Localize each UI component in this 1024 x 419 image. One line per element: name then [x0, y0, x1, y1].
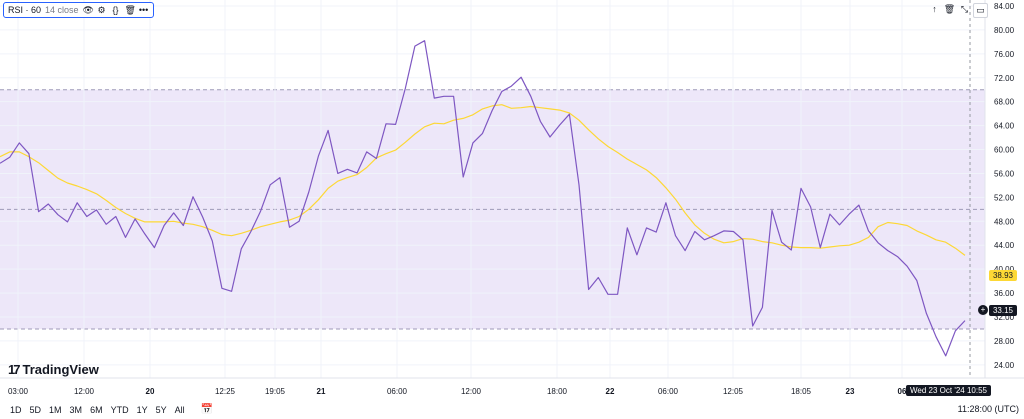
indicator-legend[interactable]: RSI · 60 14 close 👁 ⚙ {} 🗑 ••• [3, 2, 154, 18]
maximize-icon[interactable]: ▭ [973, 3, 988, 18]
calendar-icon[interactable]: 📅 [200, 404, 214, 415]
range-button-1y[interactable]: 1Y [136, 404, 148, 415]
rsi-line [0, 40, 966, 357]
range-button-5y[interactable]: 5Y [155, 404, 167, 415]
y-tick-label: 52.00 [994, 193, 1015, 202]
settings-icon[interactable]: ⚙ [97, 4, 106, 15]
trash-icon[interactable]: 🗑 [124, 4, 136, 15]
add-alert-icon[interactable]: + [978, 305, 988, 316]
x-tick-label: 22 [606, 387, 615, 396]
x-tick-label: 06:00 [658, 387, 679, 396]
y-tick-label: 40.00 [994, 265, 1015, 274]
y-tick-label: 48.00 [994, 217, 1015, 226]
y-tick-label: 32.00 [994, 313, 1015, 322]
legend-title: RSI · 60 [8, 5, 42, 15]
x-tick-label: 12:25 [215, 387, 236, 396]
x-tick-label: 12:00 [74, 387, 95, 396]
x-tick-label: 12:05 [723, 387, 744, 396]
bottom-toolbar: 1D 5D 1M 3M 6M YTD 1Y 5Y All 📅 11:28:00 (UTC) [0, 400, 1024, 419]
range-button-1m[interactable]: 1M [49, 404, 62, 415]
range-button-ytd[interactable]: YTD [110, 404, 129, 415]
range-button-6m[interactable]: 6M [90, 404, 103, 415]
utc-clock[interactable]: 11:28:00 (UTC) [957, 404, 1019, 414]
ma-value-badge: 38.93 [989, 270, 1017, 282]
y-tick-label: 36.00 [994, 289, 1015, 298]
y-tick-label: 68.00 [994, 98, 1015, 107]
eye-icon[interactable]: 👁 [82, 4, 94, 15]
y-tick-label: 80.00 [994, 26, 1015, 35]
x-tick-label: 06:00 [387, 387, 408, 396]
y-tick-label: 64.00 [994, 122, 1015, 131]
collapse-icon[interactable]: ⤡ [960, 4, 969, 14]
range-button-5d[interactable]: 5D [29, 404, 42, 415]
pane-controls: ↑ 🗑 ⤡ ▭ [928, 3, 988, 18]
x-axis: 03:00 12:00 20 12:25 19:05 21 06:00 12:00 18:00 2… [0, 377, 1024, 396]
y-tick-label: 28.00 [994, 337, 1015, 346]
x-tick-label: 06 [898, 387, 907, 396]
tradingview-logo: 17 TradingView [8, 362, 99, 377]
tradingview-logo-icon: 17 [8, 362, 21, 377]
grid-layer [0, 0, 985, 378]
braces-icon[interactable]: {} [112, 5, 119, 15]
y-tick-label: 24.00 [994, 361, 1015, 370]
rsi-band-layer [0, 89, 985, 330]
move-up-icon[interactable]: ↑ [932, 4, 937, 14]
crosshair-time-badge: Wed 23 Oct '24 10:55 [906, 385, 991, 396]
more-icon[interactable]: ••• [138, 5, 149, 15]
range-button-1d[interactable]: 1D [10, 404, 22, 415]
x-tick-label: 20 [146, 387, 155, 396]
legend-params: 14 close [45, 5, 79, 15]
x-tick-label: 18:00 [547, 387, 568, 396]
x-tick-label: 21 [317, 387, 326, 396]
y-tick-label: 72.00 [994, 74, 1015, 83]
series-layer [0, 40, 966, 357]
range-selector: 1D 5D 1M 3M 6M YTD 1Y 5Y All [0, 405, 189, 415]
x-tick-label: 23 [846, 387, 855, 396]
x-tick-label: 19:05 [265, 387, 286, 396]
x-tick-label: 03:00 [8, 387, 29, 396]
crosshair-value-badge: 33.15 [989, 304, 1017, 316]
y-tick-label: 60.00 [994, 146, 1015, 155]
rsi-ma-line [0, 104, 966, 256]
y-tick-label: 44.00 [994, 241, 1015, 250]
x-tick-label: 18:05 [791, 387, 812, 396]
y-axis: 24.00 28.00 32.00 36.00 40.00 44.00 48.00 52.00… [984, 0, 1015, 378]
tradingview-logo-text: TradingView [22, 362, 99, 377]
delete-icon[interactable]: 🗑 [943, 4, 956, 14]
x-tick-label: 12:00 [461, 387, 482, 396]
y-tick-label: 56.00 [994, 169, 1015, 178]
y-tick-label: 76.00 [994, 50, 1015, 59]
y-tick-label: 84.00 [994, 2, 1015, 11]
range-button-3m[interactable]: 3M [69, 404, 83, 415]
range-button-all[interactable]: All [174, 404, 185, 415]
rsi-chart[interactable]: 24.00 28.00 32.00 36.00 40.00 44.00 48.00 52.00… [0, 0, 1024, 400]
